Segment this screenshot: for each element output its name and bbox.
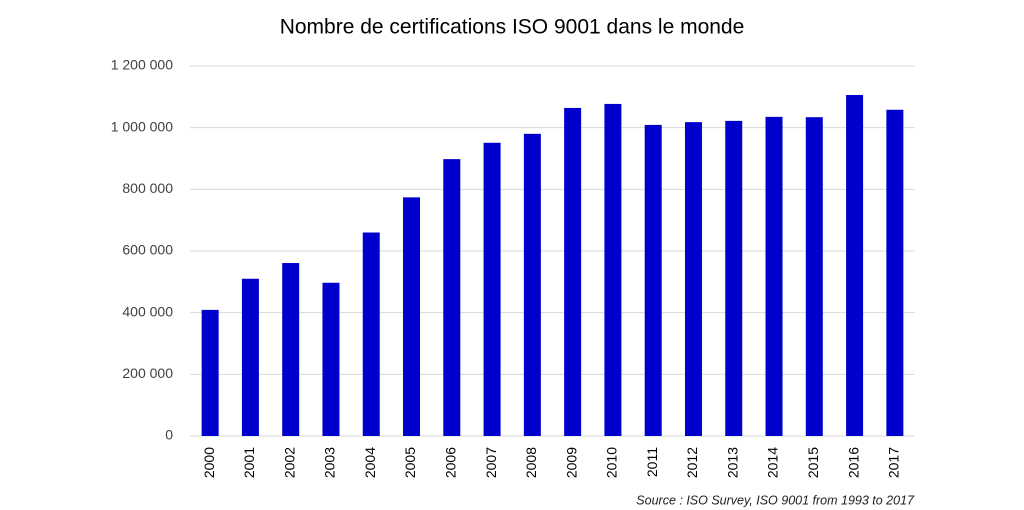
bar bbox=[604, 103, 622, 437]
bar bbox=[443, 159, 461, 436]
bar bbox=[564, 107, 582, 436]
x-tick-label: 2016 bbox=[845, 447, 861, 478]
x-tick-label: 2004 bbox=[362, 447, 378, 478]
x-tick-label: 2015 bbox=[805, 447, 821, 478]
x-tick-label: 2011 bbox=[644, 447, 660, 477]
bar bbox=[362, 232, 380, 436]
bar bbox=[765, 116, 783, 436]
bar bbox=[282, 263, 300, 436]
x-tick-label: 2009 bbox=[563, 447, 579, 478]
x-tick-label: 2001 bbox=[241, 447, 257, 478]
x-tick-label: 2002 bbox=[281, 447, 297, 478]
chart-title: Nombre de certifications ISO 9001 dans l… bbox=[280, 16, 745, 39]
x-tick-label: 2006 bbox=[443, 447, 459, 478]
x-tick-label: 2013 bbox=[724, 447, 740, 478]
bar bbox=[846, 94, 864, 436]
y-tick-label: 400 000 bbox=[122, 303, 173, 319]
y-tick-label: 1 200 000 bbox=[111, 57, 173, 73]
x-tick-label: 2000 bbox=[201, 447, 217, 478]
y-tick-label: 1 000 000 bbox=[111, 118, 173, 134]
y-tick-label: 0 bbox=[165, 427, 173, 443]
x-tick-label: 2005 bbox=[402, 447, 418, 478]
bar bbox=[725, 120, 743, 436]
x-tick-label: 2007 bbox=[483, 447, 499, 478]
y-tick-label: 200 000 bbox=[122, 365, 173, 381]
bar bbox=[322, 282, 340, 436]
bar bbox=[201, 309, 219, 436]
bar bbox=[523, 133, 541, 437]
bar bbox=[886, 109, 904, 437]
bar bbox=[805, 117, 823, 436]
y-tick-label: 800 000 bbox=[122, 180, 173, 196]
bar bbox=[483, 142, 501, 436]
x-tick-label: 2014 bbox=[765, 447, 781, 478]
x-tick-label: 2003 bbox=[322, 447, 338, 478]
bar bbox=[644, 124, 662, 437]
x-tick-label: 2017 bbox=[886, 447, 902, 478]
bar bbox=[684, 122, 702, 436]
x-tick-label: 2010 bbox=[604, 447, 620, 478]
x-tick-label: 2008 bbox=[523, 447, 539, 478]
x-tick-label: 2012 bbox=[684, 447, 700, 478]
y-tick-label: 600 000 bbox=[122, 242, 173, 258]
bar bbox=[241, 278, 259, 436]
bar bbox=[403, 197, 421, 436]
source-note: Source : ISO Survey, ISO 9001 from 1993 … bbox=[636, 493, 915, 507]
